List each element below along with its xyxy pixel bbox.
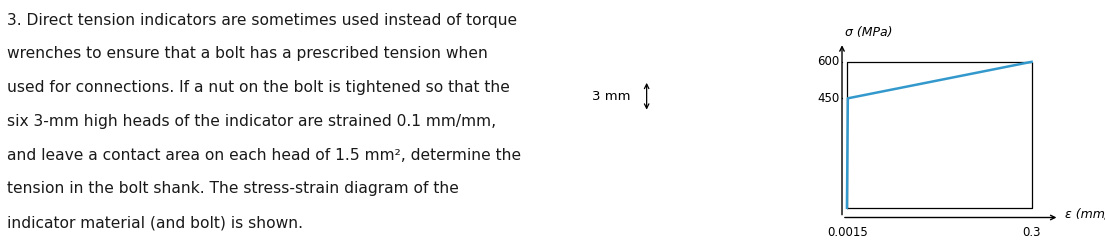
Text: tension in the bolt shank. The stress-strain diagram of the: tension in the bolt shank. The stress-st… [7, 181, 459, 196]
Text: 450: 450 [818, 92, 840, 105]
Text: ε (mm/mm): ε (mm/mm) [1065, 207, 1105, 220]
Text: 0.0015: 0.0015 [828, 226, 869, 239]
Text: and leave a contact area on each head of 1.5 mm², determine the: and leave a contact area on each head of… [7, 148, 522, 162]
Text: 3 mm: 3 mm [592, 90, 631, 103]
Text: indicator material (and bolt) is shown.: indicator material (and bolt) is shown. [7, 215, 303, 230]
Text: used for connections. If a nut on the bolt is tightened so that the: used for connections. If a nut on the bo… [7, 80, 509, 95]
Text: 600: 600 [818, 55, 840, 68]
Text: six 3-mm high heads of the indicator are strained 0.1 mm/mm,: six 3-mm high heads of the indicator are… [7, 114, 496, 129]
Text: 3. Direct tension indicators are sometimes used instead of torque: 3. Direct tension indicators are sometim… [7, 12, 517, 28]
Text: wrenches to ensure that a bolt has a prescribed tension when: wrenches to ensure that a bolt has a pre… [7, 46, 487, 61]
Text: σ (MPa): σ (MPa) [845, 26, 893, 39]
Text: 0.3: 0.3 [1022, 226, 1041, 239]
